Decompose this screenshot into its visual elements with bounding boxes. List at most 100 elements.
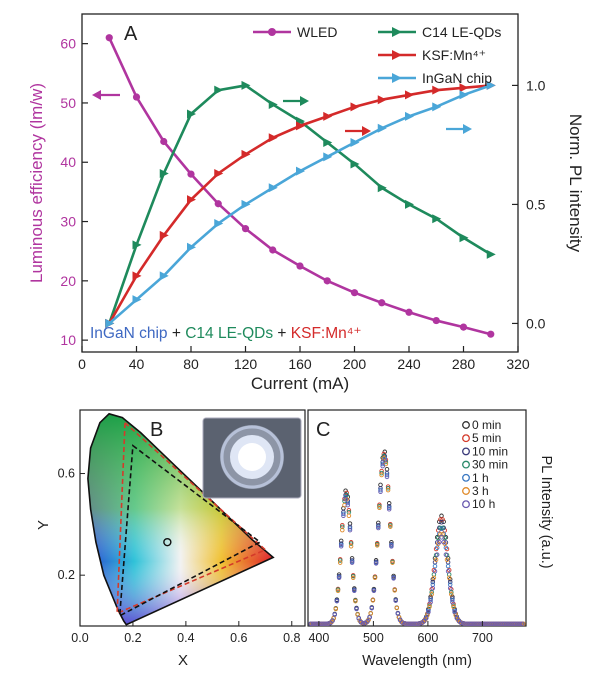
c-series-point [452,609,457,615]
c-series-point [353,598,358,604]
c-legend-marker [462,473,470,482]
bottom-label-c14: C14 LE-QDs [185,325,273,342]
a-x-tick-label: 0 [78,356,86,372]
cie-white-point [163,537,172,547]
c-series-point [333,606,339,612]
panel-a-ylabel-right: Norm. PL intensity [566,114,585,253]
panel-c-ylabel: PL Intensity (a.u.) [538,455,554,568]
c-series-point [500,621,505,627]
c-series-point [312,621,318,627]
c-legend-marker [462,460,470,469]
c-series-point [445,569,451,574]
c-series-point [328,620,333,626]
c-series-point [467,621,473,627]
panel-a-ylabel-left: Luminous efficiency (lm/w) [27,83,46,283]
c-series-point [441,519,446,524]
a-series-point [405,308,413,316]
c-series-point [378,487,383,493]
a-series-point [350,138,360,148]
a-series-point [132,93,141,101]
c-series-point [426,609,431,615]
bottom-label-ksf: KSF:Mn⁴⁺ [291,325,362,342]
c-series-point [379,470,384,476]
a-series-point [241,225,250,233]
c-series-point [498,621,503,627]
c-series-point [400,620,405,625]
a-series-point [405,111,414,121]
c-series-point [485,621,490,627]
c-series-point [334,598,340,604]
c-series-point [347,527,353,533]
c-series-point [437,539,442,545]
a-series-point [214,85,224,95]
panel-a-arrows [92,90,472,136]
c-series-point [439,526,444,532]
c-series-point [393,598,398,603]
c-series-point [343,497,348,502]
c-series-point [389,540,394,545]
c-legend-label: 1 h [472,471,489,485]
a-legend-label: KSF:Mn⁴⁺ [422,47,486,63]
c-series-point [371,588,377,594]
panel-c-xlabel: Wavelength (nm) [362,653,472,669]
c-series-point [458,620,464,626]
c-series-point [506,621,512,627]
a-legend-marker [268,28,276,36]
c-series-point [443,545,449,550]
a-series-point [377,183,387,193]
cie-measured-triangle [118,444,262,618]
c-series-point [380,463,385,469]
c-legend-label: 5 min [472,431,501,445]
c-series-point [369,605,375,611]
a-series-point [241,149,251,159]
a-direction-arrowhead [463,124,472,134]
c-series-point [444,557,450,562]
c-series-point [415,621,420,626]
c-series-point [427,604,432,610]
c-series-point [346,513,352,519]
c-series-point [345,502,351,508]
c-series-point [417,621,422,626]
c-series-point [340,527,345,533]
c-series-point [386,504,392,509]
a-series-point [187,109,196,119]
a-series-point [132,271,142,281]
c-legend-marker [462,487,470,495]
c-series-point [447,585,453,591]
c-series-point [332,612,337,617]
c-series-point [408,621,414,627]
c-series-point [338,542,344,548]
c-x-tick-label: 600 [417,631,438,645]
c-series-point [337,560,343,565]
a-series-point [486,80,496,90]
c-series-point [388,524,393,529]
panel-b-xlabel: X [178,652,188,669]
a-series-point [268,183,278,193]
c-series-point [321,621,327,627]
a-x-tick-label: 320 [506,356,530,372]
c-series-point [450,597,455,603]
c-series-point [434,545,440,550]
c-series-point [376,525,381,531]
panel-c-content [308,449,526,627]
a-series-point [459,233,469,243]
c-series-point [404,621,409,626]
a-legend-label: InGaN chip [422,70,492,86]
c-series-point [340,522,345,528]
c-series-point [434,540,440,545]
c-series-point [323,621,329,627]
panel-b-ticks: 0.0 0.2 0.4 0.6 0.8 0.2 0.6 [58,467,301,645]
c-series-point [384,466,390,472]
c-series-point [379,472,384,478]
a-x-tick-label: 80 [183,356,199,372]
a-series-point [486,249,496,259]
c-series-point [430,582,436,587]
c-series-point [377,502,382,508]
c-series-point [449,589,454,595]
c-series-point [410,621,416,627]
a-series-point [214,218,224,228]
a-series-point [377,123,387,133]
c-series-point [360,620,366,626]
a-series-point [459,323,468,331]
a-series-point [350,289,359,297]
